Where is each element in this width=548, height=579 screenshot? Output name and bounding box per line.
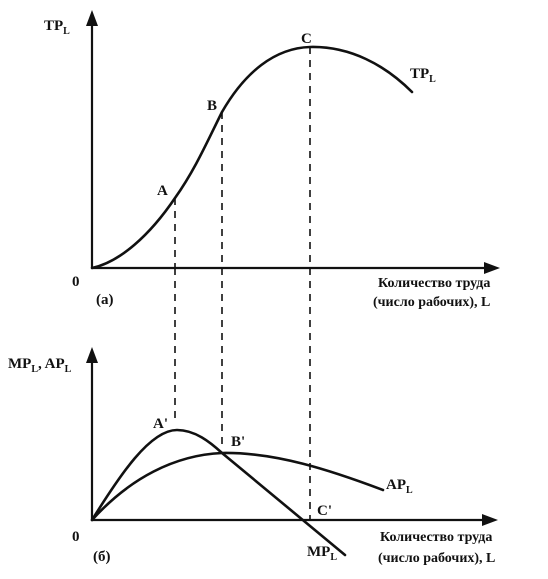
- top-y-axis-arrow: [86, 10, 98, 26]
- bottom-x-axis-label-1: Количество труда: [380, 530, 492, 545]
- point-b-label: B: [207, 98, 217, 114]
- mp-curve-label: MPL: [307, 544, 337, 563]
- top-x-axis-label-2: (число рабочих), L: [373, 295, 490, 310]
- mp-curve: [90, 428, 347, 557]
- top-panel-label: (а): [96, 292, 114, 308]
- point-c-label: C: [301, 31, 312, 47]
- point-a-label: A: [157, 183, 168, 199]
- tp-curve: [90, 45, 414, 270]
- top-x-axis-label-1: Количество труда: [378, 276, 490, 291]
- point-c-prime-label: C': [317, 503, 332, 519]
- bottom-x-axis-label-2: (число рабочих), L: [378, 551, 495, 566]
- ap-curve: [90, 451, 385, 522]
- tp-curve-label: TPL: [410, 66, 436, 85]
- bottom-origin-label: 0: [72, 529, 80, 545]
- point-a-prime-label: A': [153, 416, 168, 432]
- point-b-prime-label: B': [231, 434, 245, 450]
- top-panel: TPL 0 A B C TPL (а) Количество труда (чи…: [44, 10, 500, 310]
- bottom-panel: MPL, APL 0 A' B' C' APL MPL (б) Количест…: [8, 268, 498, 566]
- top-x-axis-arrow: [484, 262, 500, 274]
- ap-curve-label: APL: [386, 477, 413, 496]
- top-y-axis-label: TPL: [44, 18, 70, 37]
- bottom-panel-label: (б): [93, 549, 111, 565]
- bottom-y-axis-label: MPL, APL: [8, 356, 72, 375]
- top-origin-label: 0: [72, 274, 80, 290]
- bottom-x-axis-arrow: [482, 514, 498, 526]
- bottom-y-axis-arrow: [86, 347, 98, 363]
